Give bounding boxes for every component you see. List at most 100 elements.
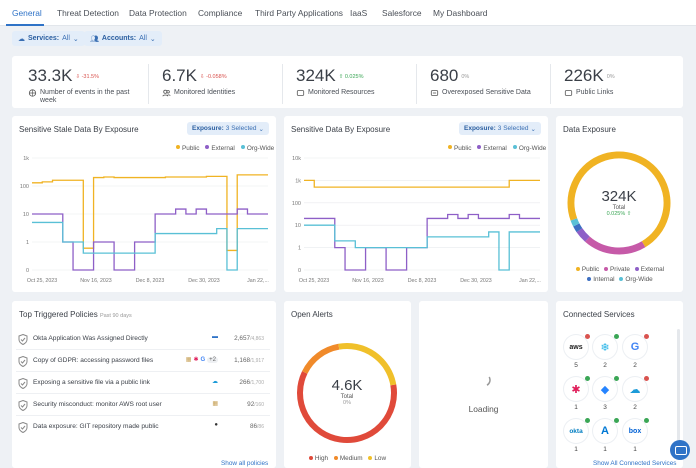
stat-change: 0% xyxy=(606,74,615,80)
chat-button[interactable] xyxy=(670,440,690,460)
tab-my-dashboard[interactable]: My Dashboard xyxy=(433,8,488,18)
policy-services: ☁ xyxy=(212,378,218,385)
chevron-down-icon: ⌄ xyxy=(258,125,264,133)
scrollbar[interactable] xyxy=(677,329,680,454)
legend-external[interactable]: External xyxy=(632,266,664,273)
shield-icon xyxy=(18,356,28,367)
legend-private[interactable]: Private xyxy=(601,266,630,273)
tab-general[interactable]: General xyxy=(12,8,42,18)
legend-orgwide[interactable]: Org-Wide xyxy=(512,145,546,152)
services-filter-label: Services: xyxy=(28,35,60,42)
x-tick-label: Dec 8, 2023 xyxy=(136,278,165,284)
active-tab-indicator xyxy=(6,24,44,26)
y-tick-label: 1 xyxy=(26,240,29,246)
legend-orgwide[interactable]: Org-Wide xyxy=(240,145,274,152)
policies-title: Top Triggered Policies Past 90 days xyxy=(19,310,132,319)
google-icon[interactable]: G xyxy=(623,334,649,359)
x-tick-label: Nov 16, 2023 xyxy=(352,278,384,284)
legend-public[interactable]: Public xyxy=(575,266,599,273)
x-tick-label: Oct 25, 2023 xyxy=(299,278,329,284)
policy-row[interactable]: Data exposure: GIT repository made publi… xyxy=(16,417,270,438)
donut-slice-external[interactable] xyxy=(576,228,590,242)
tab-iaas[interactable]: IaaS xyxy=(350,8,368,18)
donut-slice-medium[interactable] xyxy=(302,343,340,374)
stat-identities[interactable]: 6.7K ⇩ -0.058% Monitored Identities xyxy=(162,66,272,97)
stat-value: 33.3K xyxy=(28,66,73,85)
y-tick-label: 0 xyxy=(298,268,301,274)
donut-change: 0% xyxy=(343,400,351,406)
okta-icon[interactable]: okta xyxy=(564,418,590,443)
donut-slice-high[interactable] xyxy=(297,371,397,443)
series-line-public[interactable] xyxy=(304,179,540,188)
series-line-org-wide[interactable] xyxy=(304,224,540,271)
legend-internal[interactable]: Internal xyxy=(587,276,615,283)
y-tick-label: 1 xyxy=(298,246,301,252)
y-tick-label: 10 xyxy=(23,212,29,218)
aws-icon[interactable]: aws xyxy=(564,334,590,359)
selector-label: Exposure: xyxy=(192,125,224,132)
donut-slice-low[interactable] xyxy=(338,343,397,386)
tab-compliance[interactable]: Compliance xyxy=(198,8,243,18)
okta-icon: ▬ xyxy=(212,334,218,340)
chart-legend: Public External Org-Wide xyxy=(176,145,274,152)
policy-row[interactable]: Exposing a sensitive file via a public l… xyxy=(16,373,270,394)
stale-data-chart-card: Sensitive Stale Data By Exposure Exposur… xyxy=(12,116,276,292)
exposure-selector[interactable]: Exposure: 3 Selected ⌄ xyxy=(187,122,269,135)
policy-services: ● xyxy=(214,422,218,428)
y-tick-label: 0 xyxy=(26,268,29,274)
legend-orgwide[interactable]: Org-Wide xyxy=(616,276,653,283)
policy-row[interactable]: Okta Application Was Assigned Directly ▬… xyxy=(16,329,270,350)
legend-external[interactable]: External xyxy=(205,145,235,152)
slack-icon[interactable]: ✱ xyxy=(564,376,590,401)
tab-third-party-applications[interactable]: Third Party Applications xyxy=(255,8,343,18)
snowflake-icon[interactable]: ❄ xyxy=(593,334,619,359)
donut-total-label: Total xyxy=(340,394,354,400)
data-exposure-donut[interactable] xyxy=(566,150,672,256)
accounts-filter-value: All xyxy=(139,35,147,42)
series-line-external[interactable] xyxy=(304,213,540,271)
salesforce-icon[interactable]: ☁ xyxy=(623,376,649,401)
stat-events[interactable]: 33.3K ⇩ -31.5% Number of events in the pa… xyxy=(28,66,138,105)
policy-row[interactable]: Security misconduct: monitor AWS root us… xyxy=(16,395,270,416)
policy-count: 266/1,700 xyxy=(239,379,264,386)
donut-slice-private[interactable] xyxy=(585,236,646,255)
show-all-policies-link[interactable]: Show all policies xyxy=(221,460,269,467)
divider xyxy=(416,64,417,104)
jira-icon[interactable]: ◆ xyxy=(593,376,619,401)
alerts-legend: High Medium Low xyxy=(284,455,411,462)
accounts-filter[interactable]: 👥︎ Accounts: All ⌄ xyxy=(84,31,162,46)
stat-label: Number of events in the past week xyxy=(40,89,130,104)
box-icon[interactable]: box xyxy=(623,418,649,443)
stat-public-links[interactable]: 226K 0% Public Links xyxy=(564,66,674,97)
legend-label: External xyxy=(483,145,507,152)
services-filter[interactable]: ☁ Services: All ⌄ xyxy=(12,31,85,46)
service-count: 2 xyxy=(633,362,637,369)
show-all-services-link[interactable]: Show All Connected Services xyxy=(593,460,677,467)
legend-label: Internal xyxy=(593,276,615,283)
legend-high[interactable]: High xyxy=(308,455,328,462)
donut-slice-internal[interactable] xyxy=(573,223,583,233)
tab-data-protection[interactable]: Data Protection xyxy=(129,8,187,18)
tab-threat-detection[interactable]: Threat Detection xyxy=(57,8,119,18)
github-icon: ● xyxy=(214,422,218,428)
policy-row[interactable]: Copy of GDPR: accessing password files ▦… xyxy=(16,351,270,372)
series-line-external[interactable] xyxy=(32,208,268,271)
legend-medium[interactable]: Medium xyxy=(330,455,363,462)
legend-external[interactable]: External xyxy=(477,145,507,152)
service-count: 1 xyxy=(633,446,637,453)
stat-overexposed[interactable]: 680 0% Overexposed Sensitive Data xyxy=(430,66,540,97)
stat-value: 324K xyxy=(296,66,336,85)
series-line-org-wide[interactable] xyxy=(32,221,268,271)
tab-salesforce[interactable]: Salesforce xyxy=(382,8,422,18)
open-alerts-donut[interactable] xyxy=(295,341,399,445)
legend-low[interactable]: Low xyxy=(364,455,386,462)
donut-slice-public[interactable] xyxy=(567,151,671,248)
stat-change: ⇧ 0.025% xyxy=(338,74,364,80)
stat-resources[interactable]: 324K ⇧ 0.025% Monitored Resources xyxy=(296,66,406,97)
exposure-selector[interactable]: Exposure: 3 Selected ⌄ xyxy=(459,122,541,135)
legend-public[interactable]: Public xyxy=(176,145,199,152)
azure-icon[interactable]: A xyxy=(593,418,619,443)
donut-slice-org-wide[interactable] xyxy=(570,218,580,227)
policies-title-text: Top Triggered Policies xyxy=(19,310,98,319)
legend-public[interactable]: Public xyxy=(448,145,471,152)
